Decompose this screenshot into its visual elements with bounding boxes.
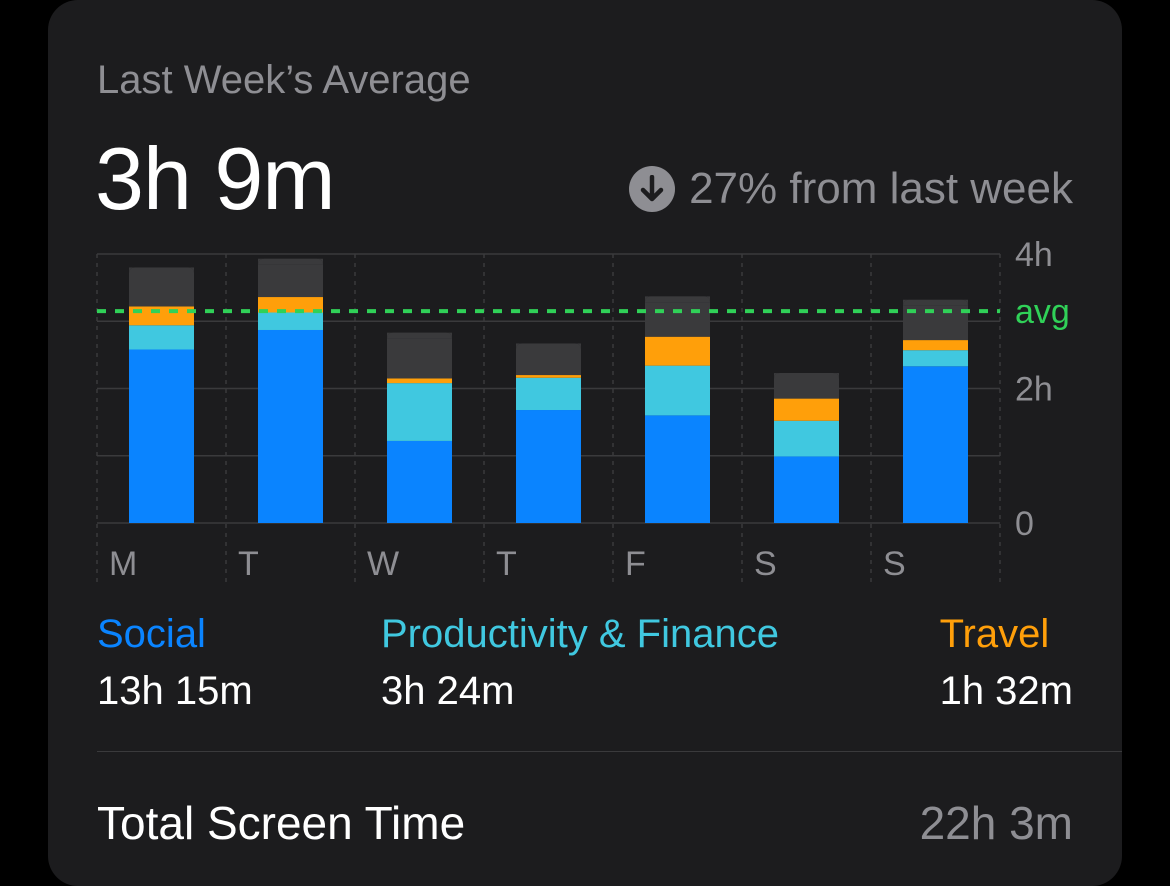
total-screen-time-label: Total Screen Time	[97, 797, 466, 849]
legend-productivity-name: Productivity & Finance	[381, 612, 779, 656]
legend-social-name: Social	[97, 612, 206, 656]
legend-productivity-value: 3h 24m	[381, 669, 515, 713]
arrow-down-circle-icon	[629, 166, 676, 212]
legend-travel-name: Travel	[939, 612, 1050, 656]
legend-travel-value: 1h 32m	[939, 669, 1073, 713]
legend-social-value: 13h 15m	[97, 669, 253, 713]
legend-travel[interactable]: Travel 1h 32m	[940, 612, 1073, 714]
total-screen-time-value: 22h 3m	[919, 797, 1073, 849]
legend-productivity[interactable]: Productivity & Finance 3h 24m	[381, 612, 779, 714]
average-caption: Last Week’s Average	[97, 58, 471, 102]
legend-social[interactable]: Social 13h 15m	[97, 612, 253, 714]
divider	[97, 751, 1122, 752]
change-text: 27% from last week	[689, 164, 1073, 213]
weekly-change: 27% from last week	[629, 164, 1073, 214]
average-value: 3h 9m	[95, 129, 336, 228]
